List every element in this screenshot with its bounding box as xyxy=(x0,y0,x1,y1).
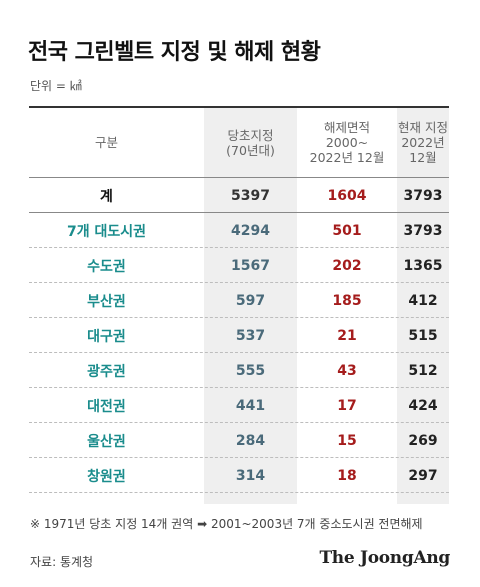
current-value: 424 xyxy=(408,397,438,414)
current-value: 3793 xyxy=(403,187,443,204)
current-value: 515 xyxy=(408,327,438,344)
row-divider xyxy=(29,247,449,248)
current-value: 3793 xyxy=(403,222,443,239)
header-original: 당초지정 (70년대) xyxy=(226,127,275,158)
released-value: 43 xyxy=(337,362,357,379)
released-value: 18 xyxy=(337,467,357,484)
released-value: 1604 xyxy=(327,187,367,204)
row-label: 창원권 xyxy=(87,468,126,485)
row-divider xyxy=(29,457,449,458)
page-title: 전국 그린벨트 지정 및 해제 현황 xyxy=(28,40,321,65)
original-value: 284 xyxy=(235,432,266,449)
original-value: 1567 xyxy=(231,257,270,274)
source-credit: 자료: 통계청 xyxy=(30,555,94,569)
table-row: 수도권 1567 202 1365 xyxy=(29,248,449,283)
table-row: 창원권 314 18 297 xyxy=(29,458,449,493)
header-divider xyxy=(29,177,449,178)
row-label: 부산권 xyxy=(87,293,126,310)
publisher-logo: The JoongAng xyxy=(319,548,450,568)
original-value: 537 xyxy=(235,327,266,344)
table-row: 광주권 555 43 512 xyxy=(29,353,449,388)
row-label: 수도권 xyxy=(87,258,126,275)
row-divider xyxy=(29,387,449,388)
released-value: 185 xyxy=(332,292,362,309)
current-value: 512 xyxy=(408,362,438,379)
released-value: 17 xyxy=(337,397,357,414)
row-label: 대구권 xyxy=(87,328,126,345)
row-divider xyxy=(29,317,449,318)
table-header: 구분 당초지정 (70년대) 해제면적 2000~ 2022년 12월 현재 지… xyxy=(29,108,449,177)
header-category: 구분 xyxy=(94,135,118,150)
table-row: 울산권 284 15 269 xyxy=(29,423,449,458)
table-row: 부산권 597 185 412 xyxy=(29,283,449,318)
row-label: 광주권 xyxy=(87,363,126,380)
row-divider xyxy=(29,212,449,213)
header-released: 해제면적 2000~ 2022년 12월 xyxy=(309,120,385,165)
released-value: 15 xyxy=(337,432,357,449)
current-column-shade xyxy=(397,108,449,504)
row-label: 대전권 xyxy=(87,398,126,415)
original-value: 5397 xyxy=(231,187,270,204)
row-label: 계 xyxy=(100,188,113,205)
row-divider xyxy=(29,282,449,283)
table-row: 대구권 537 21 515 xyxy=(29,318,449,353)
original-value: 4294 xyxy=(231,222,270,239)
original-value: 314 xyxy=(235,467,266,484)
original-value: 441 xyxy=(235,397,266,414)
current-value: 1365 xyxy=(403,257,443,274)
current-value: 297 xyxy=(408,467,438,484)
original-column-shade xyxy=(204,108,297,504)
row-divider xyxy=(29,422,449,423)
table-row-total: 계 5397 1604 3793 xyxy=(29,178,449,213)
table-row: 대전권 441 17 424 xyxy=(29,388,449,423)
released-value: 202 xyxy=(332,257,362,274)
row-label: 7개 대도시권 xyxy=(66,223,146,240)
table-top-rule xyxy=(29,106,449,108)
row-label: 울산권 xyxy=(87,433,126,450)
table-row: 7개 대도시권 4294 501 3793 xyxy=(29,213,449,248)
original-value: 555 xyxy=(235,362,266,379)
original-value: 597 xyxy=(235,292,266,309)
row-divider xyxy=(29,352,449,353)
released-value: 21 xyxy=(337,327,357,344)
current-value: 412 xyxy=(408,292,438,309)
released-value: 501 xyxy=(332,222,362,239)
current-value: 269 xyxy=(408,432,438,449)
row-divider xyxy=(29,492,449,493)
unit-label: 단위 = ㎢ xyxy=(30,79,82,93)
header-current: 현재 지정 2022년 12월 xyxy=(398,120,448,165)
footnote: ※ 1971년 당초 지정 14개 권역 ➡ 2001~2003년 7개 중소도… xyxy=(30,517,423,531)
